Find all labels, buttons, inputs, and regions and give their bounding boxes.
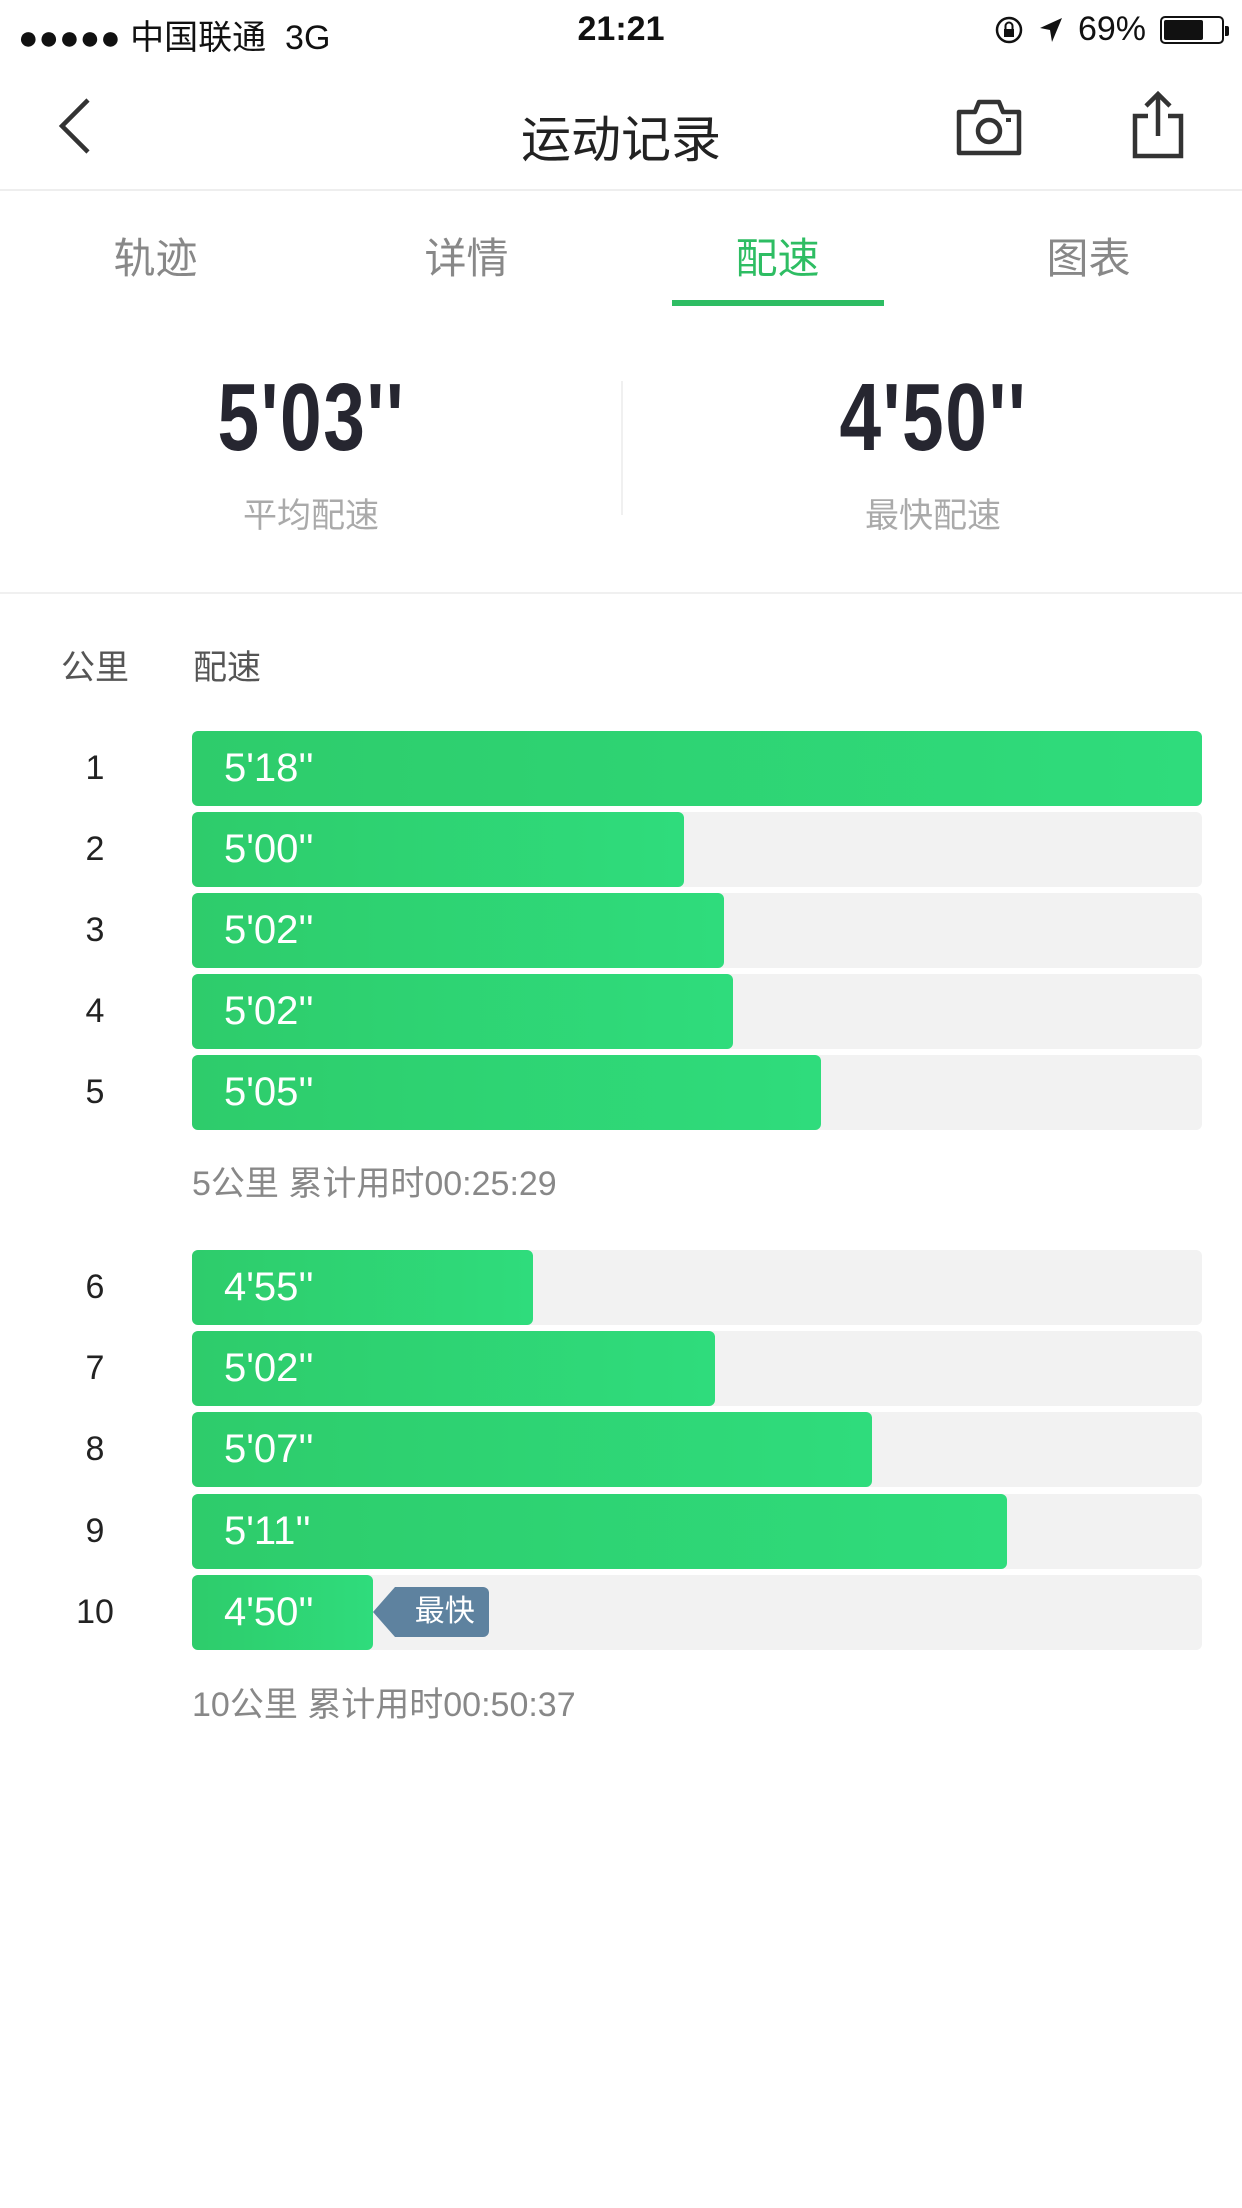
pace-bar-fill: 5'07'' bbox=[192, 1412, 872, 1487]
tab-pace[interactable]: 配速 bbox=[735, 235, 820, 282]
pace-row: 7 5'02'' bbox=[0, 1331, 1242, 1406]
pace-value: 5'18'' bbox=[224, 746, 314, 790]
pace-row: 6 4'55'' bbox=[0, 1250, 1242, 1325]
pace-bar-track: 5'00'' bbox=[192, 812, 1202, 887]
km-number: 5 bbox=[85, 1073, 105, 1111]
tab-details[interactable]: 详情 bbox=[424, 235, 509, 282]
km-column-header: 公里 bbox=[61, 649, 129, 687]
pace-row: 5 5'05'' bbox=[0, 1055, 1242, 1130]
pace-value: 4'50'' bbox=[224, 1590, 314, 1634]
pace-value: 4'55'' bbox=[224, 1265, 314, 1309]
avg-pace-stat: 5'03'' 平均配速 bbox=[0, 370, 622, 537]
km-number: 8 bbox=[85, 1430, 105, 1468]
tab-bar: 轨迹 详情 配速 图表 bbox=[0, 193, 1242, 308]
pace-bar-fill: 5'18'' bbox=[192, 731, 1202, 806]
km-number: 1 bbox=[85, 749, 105, 787]
pace-bar-fill: 5'11'' bbox=[192, 1494, 1008, 1569]
pace-column-header: 配速 bbox=[193, 649, 261, 687]
pace-value: 5'00'' bbox=[224, 827, 314, 871]
pace-value: 5'02'' bbox=[224, 908, 314, 952]
clock: 21:21 bbox=[577, 10, 665, 48]
pace-value: 5'07'' bbox=[224, 1427, 314, 1471]
pace-bar-fill: 4'50'' bbox=[192, 1575, 373, 1650]
pace-bar-track: 4'50'' 最快 bbox=[192, 1575, 1202, 1650]
pace-bar-fill: 5'02'' bbox=[192, 1331, 716, 1406]
km-number: 9 bbox=[85, 1512, 105, 1550]
fastest-pace-stat: 4'50'' 最快配速 bbox=[622, 370, 1242, 537]
battery-level bbox=[1164, 19, 1203, 40]
nav-bar: 运动记录 bbox=[0, 62, 1242, 191]
status-right: 69% bbox=[994, 10, 1229, 49]
tab-track[interactable]: 轨迹 bbox=[113, 235, 198, 282]
pace-row: 8 5'07'' bbox=[0, 1412, 1242, 1487]
pace-bar-track: 5'02'' bbox=[192, 893, 1202, 968]
pace-row: 10 4'50'' 最快 bbox=[0, 1575, 1242, 1650]
pace-row: 3 5'02'' bbox=[0, 893, 1242, 968]
pace-value: 5'02'' bbox=[224, 1346, 314, 1390]
tab-chart[interactable]: 图表 bbox=[1046, 235, 1131, 282]
pace-value: 5'05'' bbox=[224, 1070, 314, 1114]
km-number: 6 bbox=[85, 1268, 105, 1306]
chevron-left-icon[interactable] bbox=[56, 96, 96, 156]
page-title: 运动记录 bbox=[521, 112, 721, 168]
fastest-pace-label: 最快配速 bbox=[865, 497, 1001, 535]
pace-value: 5'02'' bbox=[224, 989, 314, 1033]
split-summary: 10公里 累计用时00:50:37 bbox=[192, 1686, 576, 1724]
status-bar: ●●●●● 中国联通 3G 21:21 69% bbox=[0, 0, 1242, 62]
stat-divider bbox=[621, 381, 623, 515]
camera-icon[interactable] bbox=[956, 98, 1022, 156]
active-tab-indicator bbox=[672, 300, 884, 306]
pace-bar-track: 5'18'' bbox=[192, 731, 1202, 806]
pace-bar-fill: 5'00'' bbox=[192, 812, 684, 887]
km-number: 3 bbox=[85, 911, 105, 949]
pace-row: 2 5'00'' bbox=[0, 812, 1242, 887]
fastest-badge: 最快 bbox=[372, 1587, 489, 1637]
km-number: 4 bbox=[85, 992, 105, 1030]
km-number: 10 bbox=[76, 1593, 114, 1631]
signal-icon: ●●●●● bbox=[18, 19, 121, 57]
avg-pace-value: 5'03'' bbox=[217, 364, 405, 471]
split-summary: 5公里 累计用时00:25:29 bbox=[192, 1165, 557, 1203]
avg-pace-label: 平均配速 bbox=[243, 497, 379, 535]
fastest-pace-value: 4'50'' bbox=[839, 364, 1027, 471]
rotation-lock-icon bbox=[995, 16, 1023, 43]
pace-bar-fill: 5'02'' bbox=[192, 893, 725, 968]
pace-bar-track: 5'11'' bbox=[192, 1494, 1202, 1569]
battery-percent: 69% bbox=[1077, 10, 1146, 48]
section-divider bbox=[0, 592, 1242, 594]
share-icon[interactable] bbox=[1130, 90, 1186, 160]
pace-bar-track: 5'07'' bbox=[192, 1412, 1202, 1487]
location-arrow-icon bbox=[1039, 17, 1062, 42]
pace-row: 1 5'18'' bbox=[0, 731, 1242, 806]
pace-bar-fill: 5'02'' bbox=[192, 974, 734, 1049]
km-number: 7 bbox=[85, 1349, 105, 1387]
carrier: 中国联通 bbox=[130, 19, 267, 57]
pace-row: 9 5'11'' bbox=[0, 1494, 1242, 1569]
pace-row: 4 5'02'' bbox=[0, 974, 1242, 1049]
pace-bar-fill: 4'55'' bbox=[192, 1250, 534, 1325]
pace-bar-track: 5'02'' bbox=[192, 1331, 1202, 1406]
km-number: 2 bbox=[85, 830, 105, 868]
carrier-info: ●●●●● 中国联通 3G bbox=[18, 10, 330, 59]
pace-bar-fill: 5'05'' bbox=[192, 1055, 822, 1130]
pace-value: 5'11'' bbox=[224, 1509, 311, 1553]
pace-bar-track: 5'02'' bbox=[192, 974, 1202, 1049]
network-type: 3G bbox=[285, 19, 331, 57]
pace-bar-track: 5'05'' bbox=[192, 1055, 1202, 1130]
pace-bar-track: 4'55'' bbox=[192, 1250, 1202, 1325]
battery-icon bbox=[1160, 15, 1229, 44]
